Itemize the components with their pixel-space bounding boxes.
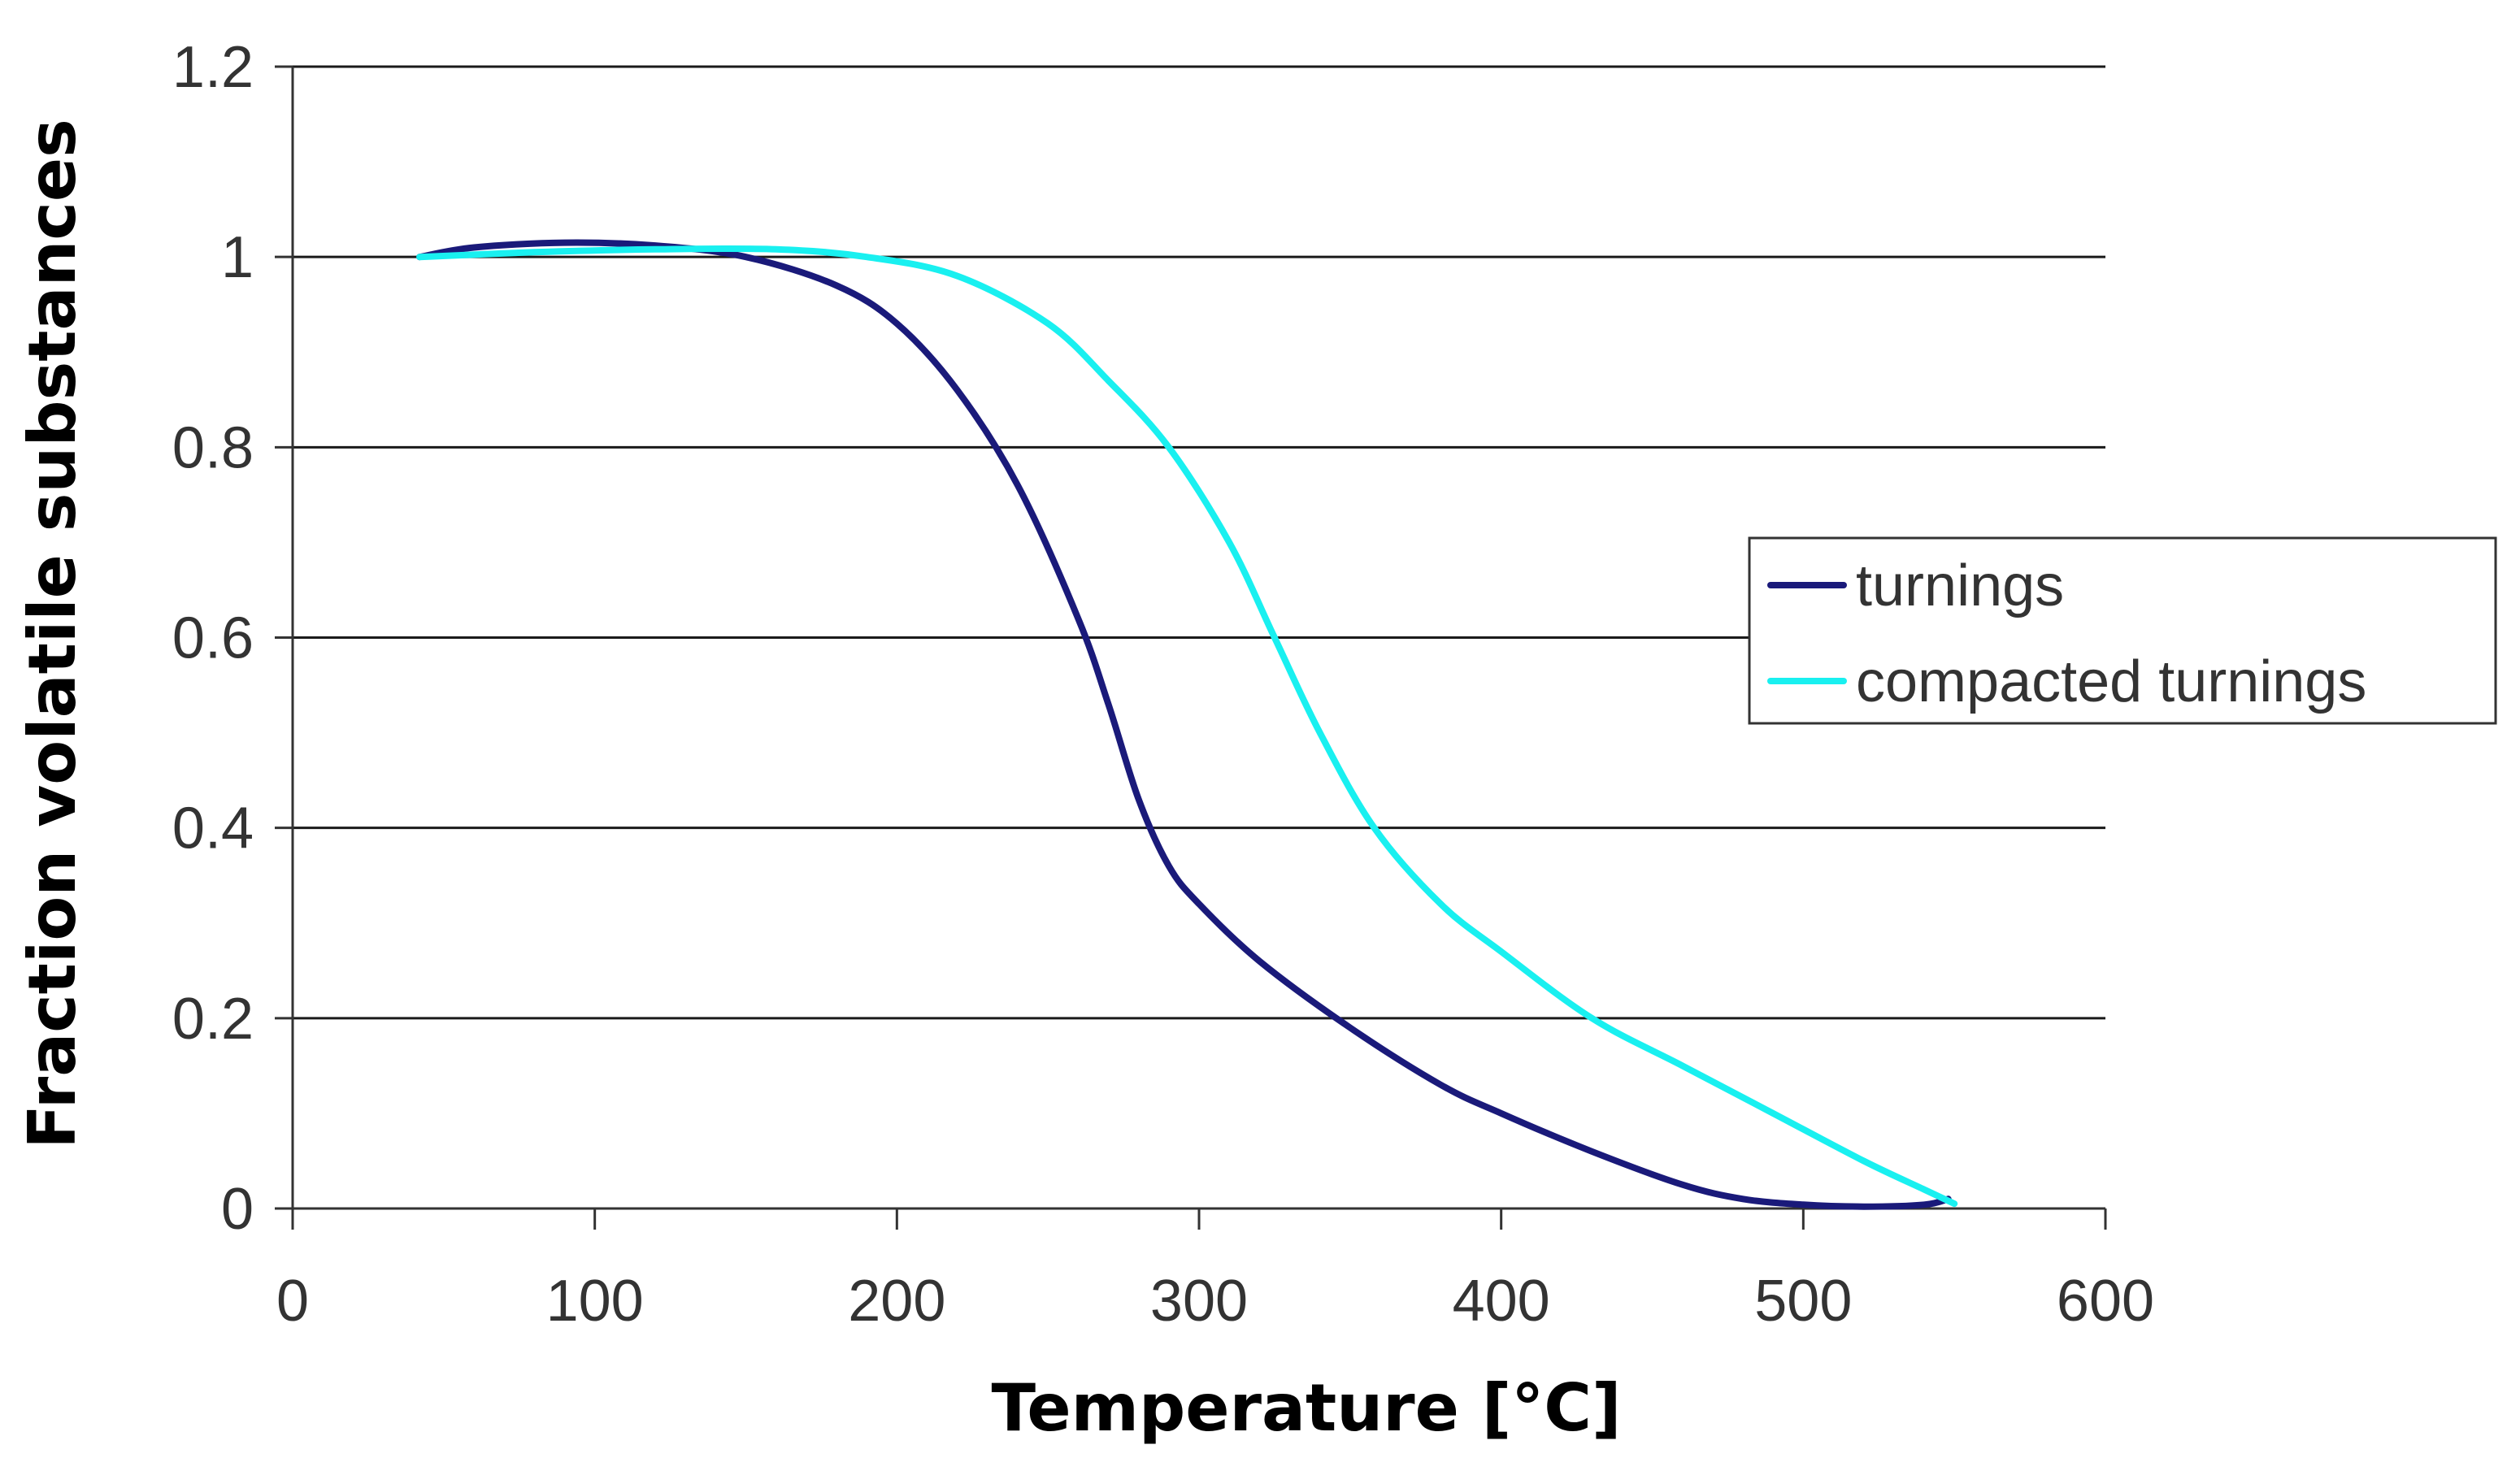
gridlines xyxy=(293,65,2105,1020)
series-lines xyxy=(416,239,1958,1210)
legend-label-compacted-turnings: compacted turnings xyxy=(1856,649,2366,714)
x-tick-label: 0 xyxy=(276,1269,309,1334)
y-tick-label: 0 xyxy=(221,1177,254,1242)
series-line-turnings xyxy=(416,239,1952,1210)
y-tick-label: 1 xyxy=(221,225,254,290)
y-tick-label: 0.8 xyxy=(172,415,254,480)
legend-box xyxy=(1748,536,2497,725)
x-tick-label: 300 xyxy=(1150,1269,1248,1334)
y-tick-label: 0.6 xyxy=(172,606,254,671)
series-line-compacted-turnings xyxy=(416,245,1958,1208)
y-axis-title: Fraction volatile substances xyxy=(15,119,90,1148)
x-tick-label: 600 xyxy=(2057,1269,2154,1334)
x-tick-label: 100 xyxy=(546,1269,644,1334)
axes xyxy=(275,65,2107,1230)
x-tick-label: 400 xyxy=(1453,1269,1550,1334)
legend: turnings compacted turnings xyxy=(1748,536,2497,725)
legend-label-turnings: turnings xyxy=(1856,553,2064,618)
x-tick-label: 200 xyxy=(848,1269,945,1334)
y-tick-label: 0.2 xyxy=(172,987,254,1052)
x-tick-label: 500 xyxy=(1754,1269,1852,1334)
tick-labels: 0 0.2 0.4 0.6 0.8 1 1.2 0 100 200 300 400 500 600 xyxy=(172,35,2154,1334)
x-axis-title: Temperature [°C] xyxy=(991,1370,1621,1446)
y-tick-label: 0.4 xyxy=(172,796,254,861)
y-tick-label: 1.2 xyxy=(172,35,254,100)
